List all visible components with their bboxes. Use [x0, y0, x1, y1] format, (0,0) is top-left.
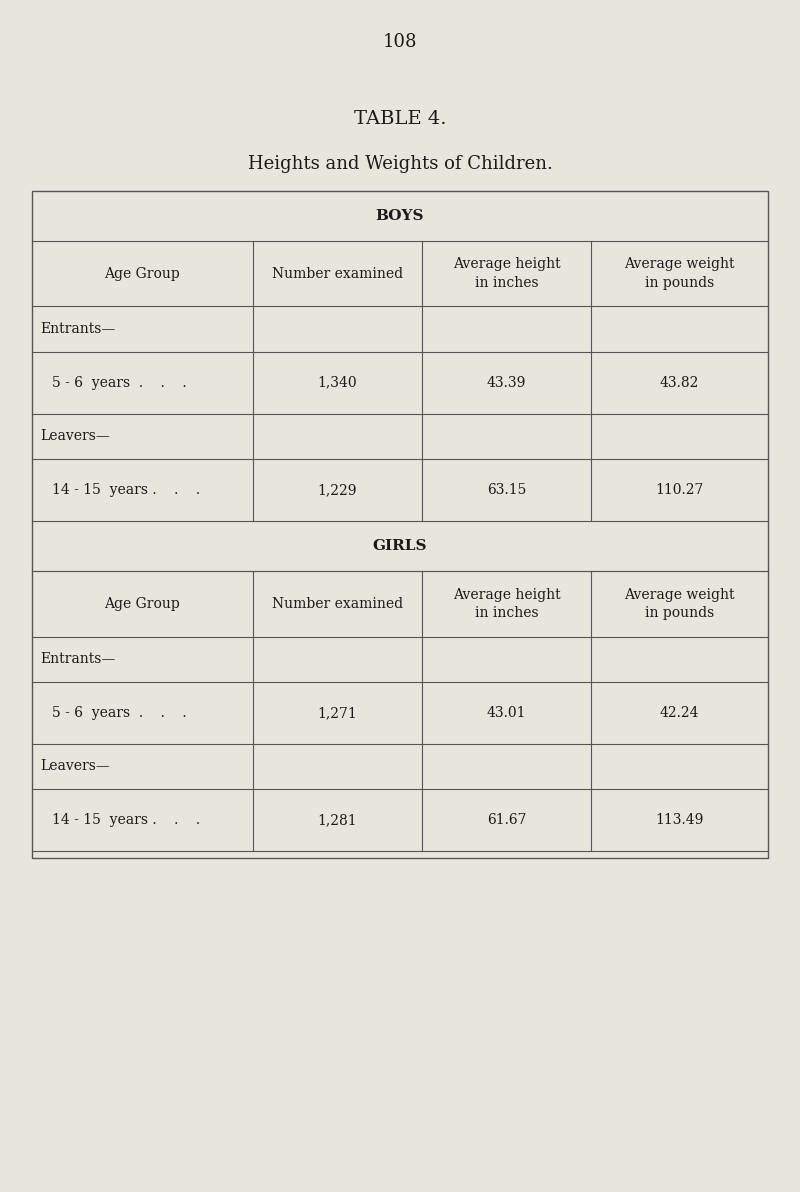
Text: Leavers—: Leavers— [40, 429, 110, 443]
Text: 5 - 6  years  .    .    .: 5 - 6 years . . . [52, 706, 186, 720]
Text: Number examined: Number examined [272, 267, 403, 280]
Text: BOYS: BOYS [376, 209, 424, 223]
Text: Entrants—: Entrants— [40, 322, 115, 336]
Bar [32, 191, 768, 858]
Text: 1,340: 1,340 [318, 375, 358, 390]
Text: TABLE 4.: TABLE 4. [354, 110, 446, 129]
Text: 110.27: 110.27 [655, 483, 704, 497]
Text: Average height
in inches: Average height in inches [453, 588, 561, 620]
Text: Average weight
in pounds: Average weight in pounds [625, 257, 735, 290]
Text: 63.15: 63.15 [487, 483, 526, 497]
Text: 1,271: 1,271 [318, 706, 358, 720]
Text: Average weight
in pounds: Average weight in pounds [625, 588, 735, 620]
Text: 1,281: 1,281 [318, 813, 358, 827]
Text: 14 - 15  years .    .    .: 14 - 15 years . . . [52, 483, 200, 497]
Text: 5 - 6  years  .    .    .: 5 - 6 years . . . [52, 375, 186, 390]
Text: Entrants—: Entrants— [40, 652, 115, 666]
Text: 43.39: 43.39 [487, 375, 526, 390]
Text: 43.01: 43.01 [487, 706, 526, 720]
Text: Average height
in inches: Average height in inches [453, 257, 561, 290]
Text: 42.24: 42.24 [660, 706, 699, 720]
Text: GIRLS: GIRLS [373, 539, 427, 553]
Text: Age Group: Age Group [105, 267, 180, 280]
Text: 1,229: 1,229 [318, 483, 357, 497]
Text: Age Group: Age Group [105, 597, 180, 610]
Text: Number examined: Number examined [272, 597, 403, 610]
Text: Heights and Weights of Children.: Heights and Weights of Children. [247, 155, 553, 174]
Text: 43.82: 43.82 [660, 375, 699, 390]
Text: Leavers—: Leavers— [40, 759, 110, 774]
Text: 113.49: 113.49 [655, 813, 704, 827]
Text: 14 - 15  years .    .    .: 14 - 15 years . . . [52, 813, 200, 827]
Text: 108: 108 [382, 32, 418, 51]
Text: 61.67: 61.67 [487, 813, 526, 827]
